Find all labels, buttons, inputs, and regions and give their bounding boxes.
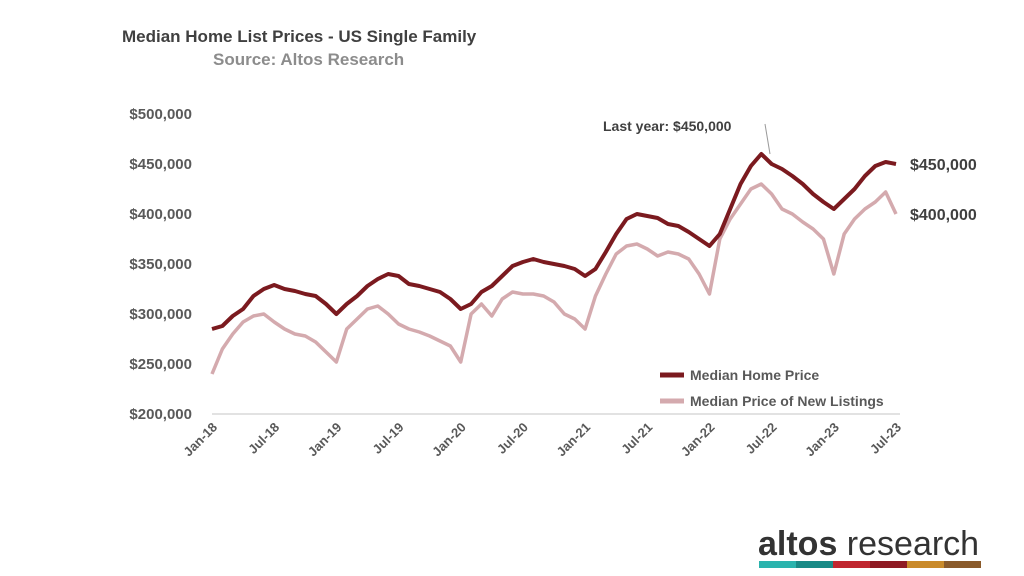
end-label-new-listings: $400,000 bbox=[910, 207, 977, 224]
x-tick-label: Jul-18 bbox=[245, 420, 282, 457]
x-tick-label: Jan-23 bbox=[802, 420, 842, 460]
end-label-home-price: $450,000 bbox=[910, 157, 977, 174]
y-tick-label: $250,000 bbox=[129, 356, 192, 373]
x-tick-label: Jan-18 bbox=[180, 420, 220, 460]
y-tick-label: $200,000 bbox=[129, 406, 192, 423]
x-tick-label: Jan-19 bbox=[305, 420, 345, 460]
logo-stripe bbox=[870, 561, 907, 568]
x-tick-label: Jul-20 bbox=[494, 420, 531, 457]
legend-label-new-listings: Median Price of New Listings bbox=[690, 393, 884, 409]
logo-stripe bbox=[759, 561, 796, 568]
x-tick-label: Jul-19 bbox=[369, 420, 406, 457]
y-tick-label: $450,000 bbox=[129, 156, 192, 173]
series-line-new-listings bbox=[210, 182, 898, 375]
logo-stripe bbox=[796, 561, 833, 568]
x-tick-label: Jul-21 bbox=[618, 420, 655, 457]
logo-stripe bbox=[833, 561, 870, 568]
x-tick-label: Jul-22 bbox=[743, 420, 780, 457]
x-tick-label: Jan-21 bbox=[553, 420, 593, 460]
y-tick-label: $350,000 bbox=[129, 256, 192, 273]
legend-label-home-price: Median Home Price bbox=[690, 367, 819, 383]
y-tick-label: $400,000 bbox=[129, 206, 192, 223]
chart-title: Median Home List Prices - US Single Fami… bbox=[122, 27, 477, 46]
logo-stripe bbox=[907, 561, 944, 568]
annotation-leader-line bbox=[764, 123, 771, 155]
annotation-last-year: Last year: $450,000 bbox=[603, 118, 732, 134]
altos-logo: altos research bbox=[758, 525, 981, 568]
chart-subtitle: Source: Altos Research bbox=[213, 50, 404, 69]
logo-stripe bbox=[944, 561, 981, 568]
legend: Median Home Price Median Price of New Li… bbox=[660, 367, 884, 409]
logo-text: altos research bbox=[758, 525, 979, 563]
y-tick-label: $300,000 bbox=[129, 306, 192, 323]
x-tick-label: Jul-23 bbox=[867, 420, 904, 457]
y-tick-label: $500,000 bbox=[129, 106, 192, 123]
x-tick-label: Jan-22 bbox=[678, 420, 718, 460]
x-tick-label: Jan-20 bbox=[429, 420, 469, 460]
